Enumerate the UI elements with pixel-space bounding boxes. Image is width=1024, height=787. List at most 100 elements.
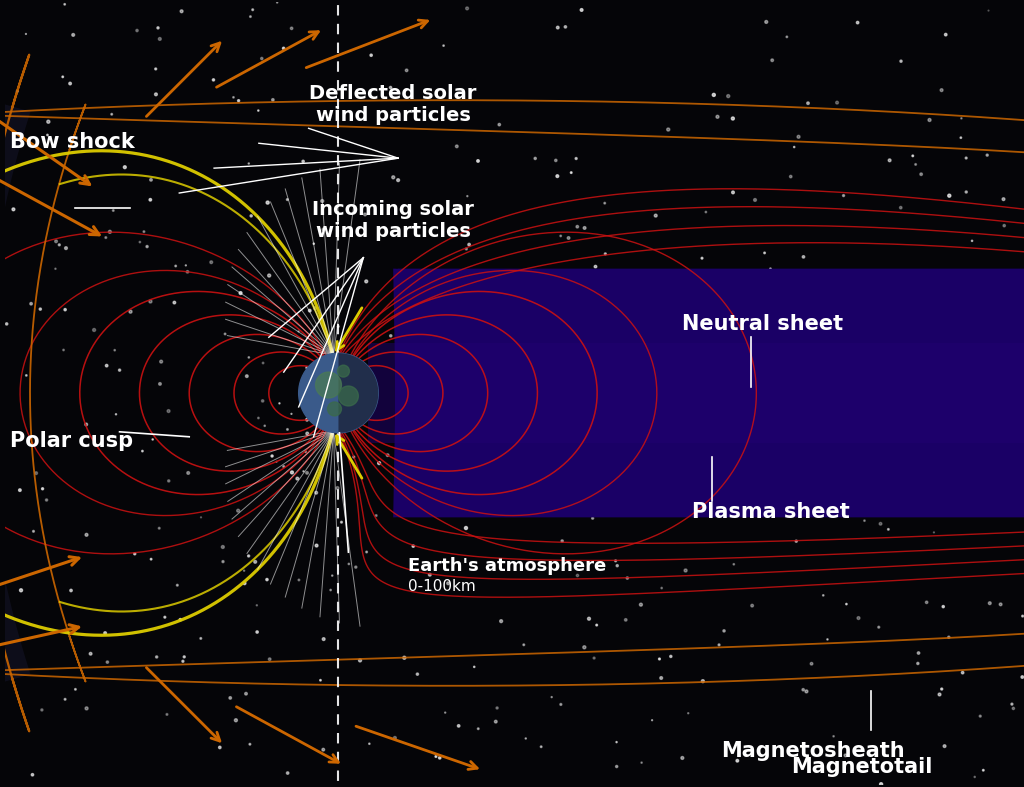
Point bbox=[435, 39, 452, 52]
Point bbox=[607, 555, 624, 567]
Point bbox=[78, 529, 94, 541]
Point bbox=[148, 651, 165, 663]
Point bbox=[799, 685, 815, 698]
Point bbox=[261, 269, 278, 282]
Point bbox=[132, 236, 148, 249]
Point bbox=[964, 235, 980, 247]
Point bbox=[674, 752, 690, 764]
Point bbox=[314, 194, 331, 207]
Point bbox=[953, 112, 970, 124]
Point bbox=[410, 668, 426, 681]
Point bbox=[307, 302, 324, 315]
Point bbox=[980, 4, 996, 17]
Point bbox=[815, 589, 831, 601]
Point bbox=[644, 714, 660, 726]
Point bbox=[1005, 382, 1021, 394]
Point bbox=[173, 5, 189, 17]
Point bbox=[308, 486, 325, 499]
Point bbox=[556, 287, 572, 300]
Point bbox=[588, 260, 604, 273]
Point bbox=[730, 364, 746, 377]
Point bbox=[827, 377, 844, 390]
Point bbox=[765, 386, 781, 398]
Point bbox=[176, 651, 193, 663]
Point bbox=[136, 225, 153, 238]
Point bbox=[668, 391, 684, 404]
Point bbox=[828, 96, 845, 109]
Point bbox=[383, 330, 399, 342]
Point bbox=[560, 231, 577, 244]
Point bbox=[222, 692, 239, 704]
Point bbox=[330, 482, 346, 494]
Point bbox=[172, 613, 188, 626]
Point bbox=[795, 683, 811, 696]
Point bbox=[550, 21, 566, 34]
Point bbox=[842, 466, 858, 478]
Polygon shape bbox=[393, 268, 1024, 517]
Point bbox=[280, 767, 296, 779]
Point bbox=[193, 511, 209, 523]
Text: Bow shock: Bow shock bbox=[10, 132, 135, 152]
Point bbox=[731, 486, 748, 499]
Point bbox=[483, 297, 500, 310]
Point bbox=[882, 154, 898, 167]
Text: Deflected solar
wind particles: Deflected solar wind particles bbox=[309, 84, 477, 125]
Point bbox=[743, 326, 760, 338]
Point bbox=[573, 4, 590, 17]
Point bbox=[952, 131, 969, 144]
Point bbox=[82, 648, 98, 660]
Point bbox=[872, 518, 889, 530]
Point bbox=[548, 154, 564, 167]
Point bbox=[660, 124, 677, 136]
Point bbox=[55, 344, 72, 357]
Point bbox=[427, 491, 443, 504]
Point bbox=[908, 401, 925, 413]
Point bbox=[934, 84, 950, 97]
Point bbox=[169, 579, 185, 592]
Point bbox=[513, 289, 529, 301]
Point bbox=[598, 284, 614, 297]
Point bbox=[757, 246, 773, 259]
Point bbox=[907, 158, 924, 171]
Point bbox=[324, 569, 340, 582]
Point bbox=[549, 170, 565, 183]
Point bbox=[152, 32, 168, 45]
Point bbox=[710, 110, 726, 123]
Point bbox=[744, 600, 761, 612]
Point bbox=[996, 220, 1013, 232]
Point bbox=[335, 224, 351, 237]
Point bbox=[261, 653, 278, 666]
Point bbox=[47, 263, 63, 275]
Point bbox=[255, 357, 271, 369]
Point bbox=[458, 522, 474, 534]
Point bbox=[385, 171, 401, 183]
Point bbox=[347, 561, 364, 574]
Point bbox=[17, 28, 34, 40]
Point bbox=[412, 486, 428, 498]
Point bbox=[505, 290, 521, 303]
Point bbox=[241, 351, 257, 364]
Point bbox=[117, 161, 133, 173]
Point bbox=[788, 535, 805, 548]
Point bbox=[97, 626, 114, 639]
Circle shape bbox=[338, 365, 349, 377]
Point bbox=[147, 63, 164, 76]
Point bbox=[925, 317, 941, 330]
Point bbox=[979, 149, 995, 161]
Point bbox=[151, 522, 167, 534]
Point bbox=[396, 652, 413, 664]
Point bbox=[333, 516, 349, 529]
Point bbox=[305, 238, 322, 250]
Point bbox=[275, 42, 292, 54]
Point bbox=[904, 150, 921, 162]
Point bbox=[613, 500, 630, 512]
Point bbox=[972, 710, 988, 722]
Point bbox=[577, 222, 593, 235]
Text: Magnetosheath: Magnetosheath bbox=[722, 741, 905, 761]
Text: Plasma sheet: Plasma sheet bbox=[691, 502, 850, 523]
Point bbox=[289, 472, 305, 485]
Point bbox=[295, 155, 311, 168]
Point bbox=[825, 402, 842, 415]
Point bbox=[729, 755, 745, 767]
Point bbox=[225, 91, 242, 104]
